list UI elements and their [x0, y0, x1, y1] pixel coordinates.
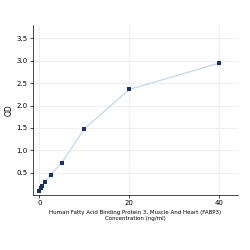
X-axis label: Human Fatty Acid Binding Protein 3, Muscle And Heart (FABP3)
Concentration (ng/m: Human Fatty Acid Binding Protein 3, Musc…: [49, 210, 221, 221]
Point: [43, 180, 47, 184]
Point: [37, 188, 41, 192]
Point: [40, 184, 44, 188]
Point: [127, 88, 131, 92]
Point: [48, 173, 52, 177]
Point: [218, 61, 222, 65]
Point: [60, 161, 64, 165]
Y-axis label: OD: OD: [4, 104, 14, 116]
Point: [82, 127, 86, 131]
Point: [39, 186, 43, 190]
